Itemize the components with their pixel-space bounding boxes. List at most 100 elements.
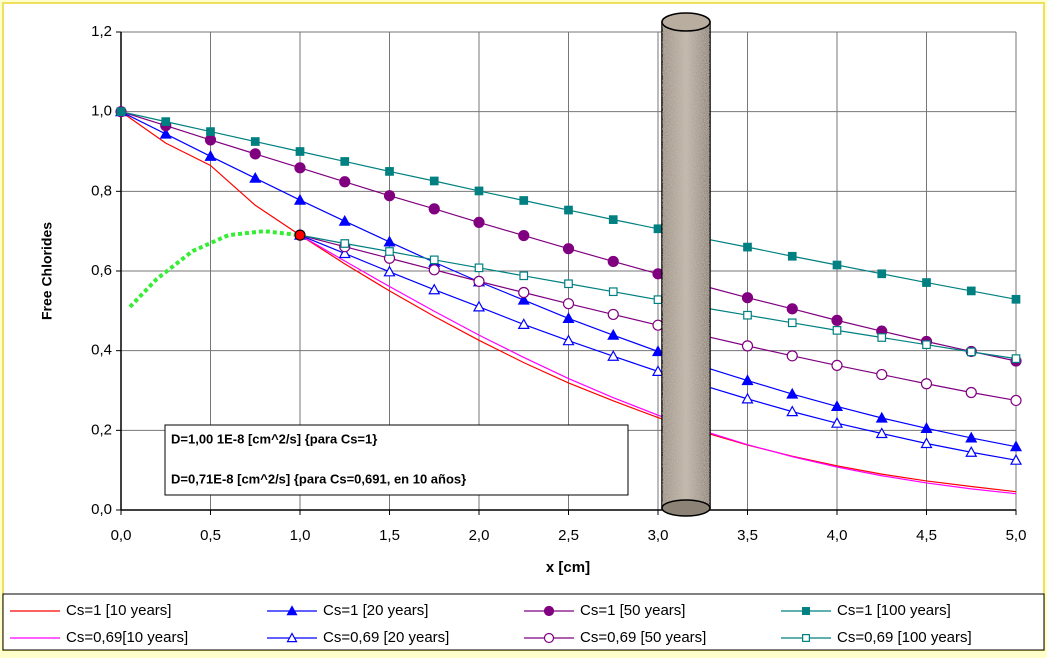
marker [1009, 453, 1023, 465]
x-tick-label: 0,0 [111, 527, 132, 544]
y-tick-label: 0,4 [91, 342, 112, 359]
marker [543, 605, 555, 617]
marker [877, 269, 887, 279]
marker [965, 431, 978, 443]
marker [562, 334, 575, 346]
marker [562, 243, 575, 255]
marker [562, 312, 575, 324]
y-tick-label: 0,2 [91, 421, 112, 438]
marker [651, 345, 665, 357]
marker [802, 607, 810, 615]
plot [114, 105, 1023, 495]
marker [786, 350, 798, 362]
marker [383, 235, 396, 247]
x-tick-label: 5,0 [1006, 527, 1027, 544]
legend-label: Cs=1 [20 years] [323, 602, 428, 619]
marker [428, 264, 440, 276]
marker [294, 162, 306, 174]
y-tick-label: 0,0 [91, 501, 112, 518]
x-tick-label: 0,5 [200, 527, 221, 544]
marker [965, 386, 977, 399]
marker [286, 605, 298, 616]
x-tick-label: 2,0 [469, 527, 490, 544]
marker [653, 295, 663, 305]
marker [519, 196, 529, 205]
legend-label: Cs=1 [50 years] [580, 602, 685, 619]
marker [385, 167, 394, 176]
annotation-box [164, 424, 629, 496]
x-axis-label: x [cm] [546, 559, 590, 576]
x-tick-label: 1,5 [379, 527, 400, 544]
marker [1011, 294, 1021, 304]
point [294, 229, 306, 241]
marker [608, 215, 618, 224]
marker [787, 251, 797, 261]
marker [472, 300, 486, 312]
marker [831, 314, 843, 326]
marker [474, 263, 484, 273]
marker [204, 134, 217, 146]
marker [116, 107, 126, 117]
marker [607, 308, 619, 321]
marker [877, 333, 887, 342]
marker [966, 347, 976, 357]
series-line [299, 234, 1017, 495]
marker [519, 271, 529, 281]
annotation: D=0,71E-8 [cm^2/s] {para Cs=0,691, en 10… [171, 471, 466, 486]
marker [875, 411, 888, 423]
x-tick-label: 1,0 [290, 527, 311, 544]
marker [832, 260, 842, 270]
marker [543, 632, 555, 644]
marker [161, 117, 171, 126]
marker [428, 283, 441, 295]
marker [920, 378, 933, 390]
marker [920, 437, 933, 449]
y-tick-label: 1,2 [91, 23, 112, 40]
legend [2, 593, 1045, 651]
marker [429, 255, 439, 265]
marker [338, 247, 351, 259]
marker [429, 176, 439, 186]
marker [340, 157, 350, 166]
legend-label: Cs=0,69 [100 years] [837, 629, 972, 646]
annotation: D=1,00 1E-8 [cm^2/s] {para Cs=1} [171, 431, 377, 446]
marker [786, 405, 799, 417]
marker [831, 359, 843, 372]
y-tick-label: 0,8 [91, 182, 112, 199]
marker [966, 286, 976, 296]
marker [204, 150, 217, 161]
marker [607, 255, 619, 268]
marker [1009, 440, 1023, 452]
marker [383, 265, 396, 277]
marker [802, 634, 810, 642]
x-tick-label: 4,5 [916, 527, 937, 544]
marker [385, 247, 394, 256]
marker [786, 303, 798, 315]
marker [159, 127, 172, 139]
marker [922, 340, 931, 350]
y-tick-label: 1,0 [91, 103, 112, 120]
marker [517, 293, 530, 305]
legend-label: Cs=0,69[10 years] [66, 629, 188, 646]
marker [383, 190, 396, 202]
marker [1010, 394, 1022, 407]
marker [832, 326, 842, 335]
x-tick-label: 3,0 [648, 527, 669, 544]
marker [518, 286, 530, 299]
marker [741, 374, 754, 386]
marker [741, 340, 754, 352]
legend-entries: Cs=1 [10 years] Cs=1 [20 years] Cs=1 [50 y… [10, 602, 972, 646]
marker [608, 287, 618, 297]
marker [1011, 354, 1021, 363]
marker [428, 203, 440, 215]
marker [965, 446, 978, 457]
marker [607, 328, 620, 340]
legend-label: Cs=0,69 [50 years] [580, 629, 706, 646]
legend-label: Cs=1 [10 years] [66, 602, 171, 619]
marker [473, 216, 485, 229]
marker [295, 147, 305, 156]
marker [741, 292, 754, 304]
marker [206, 127, 215, 136]
y-axis-label: Free Chlorides [39, 222, 55, 320]
